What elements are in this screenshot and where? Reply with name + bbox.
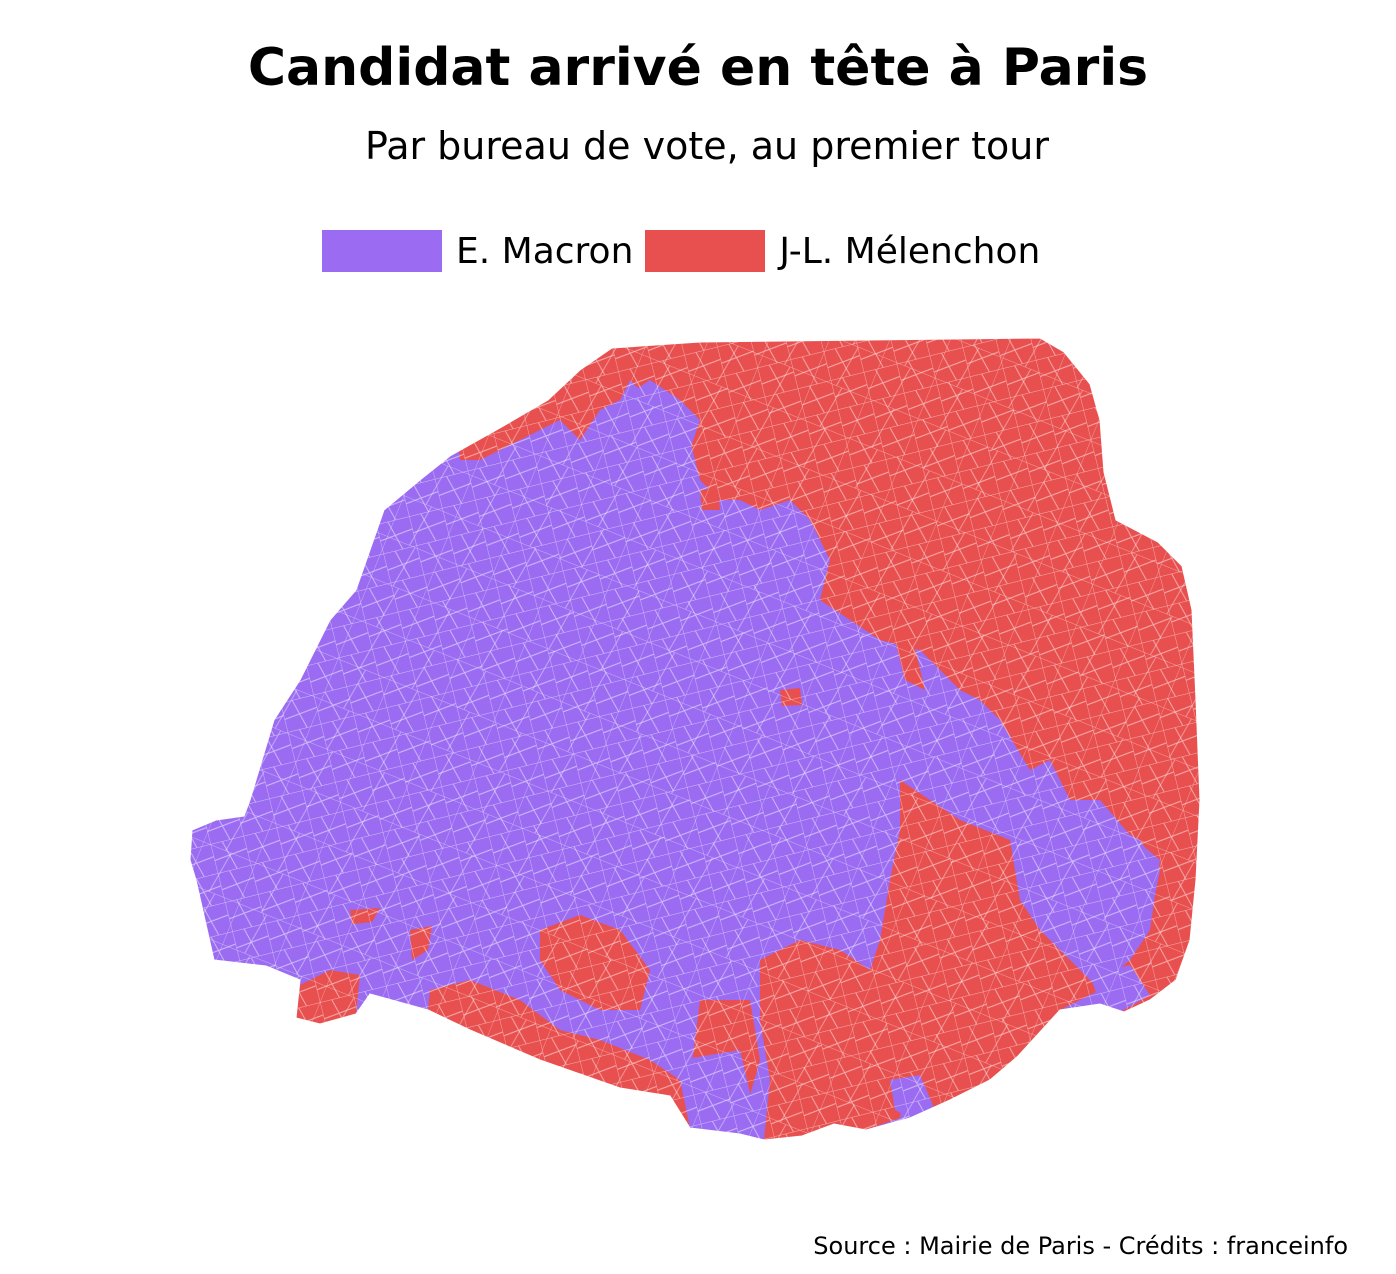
legend-item-macron: E. Macron <box>322 230 645 272</box>
legend: E. Macron J-L. Mélenchon <box>322 230 1052 272</box>
legend-swatch-macron <box>322 230 442 272</box>
legend-label-macron: E. Macron <box>456 230 634 272</box>
legend-label-melenchon: J-L. Mélenchon <box>779 230 1041 272</box>
map-fills <box>190 338 1200 1140</box>
legend-swatch-melenchon <box>645 230 766 272</box>
bureau-boundaries-secondary <box>190 338 1200 1140</box>
page-title: Candidat arrivé en tête à Paris <box>247 38 1149 98</box>
credits: Source : Mairie de Paris - Crédits : fra… <box>813 1232 1348 1260</box>
page-subtitle: Par bureau de vote, au premier tour <box>364 124 1050 168</box>
legend-item-melenchon: J-L. Mélenchon <box>645 230 1052 272</box>
